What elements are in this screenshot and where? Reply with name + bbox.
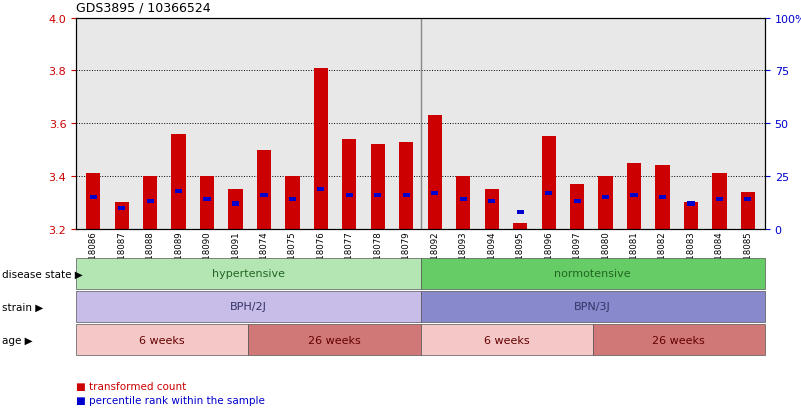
Bar	[602, 195, 609, 200]
Bar	[712, 174, 727, 229]
Text: 26 weeks: 26 weeks	[308, 335, 360, 345]
Bar	[257, 150, 271, 229]
Bar	[456, 177, 470, 229]
Bar	[460, 197, 467, 202]
Text: disease state ▶: disease state ▶	[2, 268, 83, 279]
Text: BPN/3J: BPN/3J	[574, 301, 611, 312]
Bar	[374, 193, 381, 197]
Bar	[655, 166, 670, 229]
Text: hypertensive: hypertensive	[211, 268, 285, 279]
Bar	[175, 189, 182, 193]
Text: GDS3895 / 10366524: GDS3895 / 10366524	[76, 2, 211, 14]
Bar	[545, 191, 552, 195]
Text: 6 weeks: 6 weeks	[484, 335, 529, 345]
Bar	[421, 324, 593, 355]
Bar	[143, 177, 157, 229]
Bar	[86, 174, 100, 229]
Bar	[203, 197, 211, 202]
Bar	[317, 187, 324, 191]
Bar	[147, 200, 154, 204]
Bar	[289, 197, 296, 202]
Text: normotensive: normotensive	[554, 268, 631, 279]
Bar	[228, 190, 243, 229]
Text: age ▶: age ▶	[2, 335, 32, 345]
Text: strain ▶: strain ▶	[2, 301, 42, 312]
Bar	[716, 197, 723, 202]
Text: 26 weeks: 26 weeks	[653, 335, 705, 345]
Bar	[630, 193, 638, 197]
Bar	[421, 258, 765, 289]
Bar	[513, 224, 527, 229]
Bar	[485, 190, 499, 229]
Bar	[118, 206, 125, 210]
Bar	[684, 203, 698, 229]
Text: BPH/2J: BPH/2J	[230, 301, 267, 312]
Bar	[570, 185, 584, 229]
Bar	[76, 291, 421, 322]
Bar	[428, 116, 442, 229]
Bar	[403, 193, 410, 197]
Bar	[342, 140, 356, 229]
Bar	[260, 193, 268, 197]
Bar	[421, 291, 765, 322]
Text: ■ percentile rank within the sample: ■ percentile rank within the sample	[76, 395, 265, 405]
Bar	[232, 202, 239, 206]
Bar	[346, 193, 353, 197]
Bar	[598, 177, 613, 229]
Bar	[285, 177, 300, 229]
Bar	[574, 200, 581, 204]
Bar	[76, 324, 248, 355]
Bar	[371, 145, 385, 229]
Bar	[248, 324, 421, 355]
Bar	[115, 203, 129, 229]
Bar	[627, 164, 641, 229]
Bar	[687, 202, 694, 206]
Text: 6 weeks: 6 weeks	[139, 335, 185, 345]
Bar	[593, 324, 765, 355]
Bar	[314, 69, 328, 229]
Bar	[171, 134, 186, 229]
Bar	[76, 258, 421, 289]
Bar	[488, 200, 495, 204]
Bar	[517, 210, 524, 214]
Text: ■ transformed count: ■ transformed count	[76, 381, 187, 391]
Bar	[659, 195, 666, 200]
Bar	[399, 142, 413, 229]
Bar	[90, 195, 97, 200]
Bar	[741, 192, 755, 229]
Bar	[541, 137, 556, 229]
Bar	[200, 177, 214, 229]
Bar	[431, 191, 438, 195]
Bar	[744, 197, 751, 202]
